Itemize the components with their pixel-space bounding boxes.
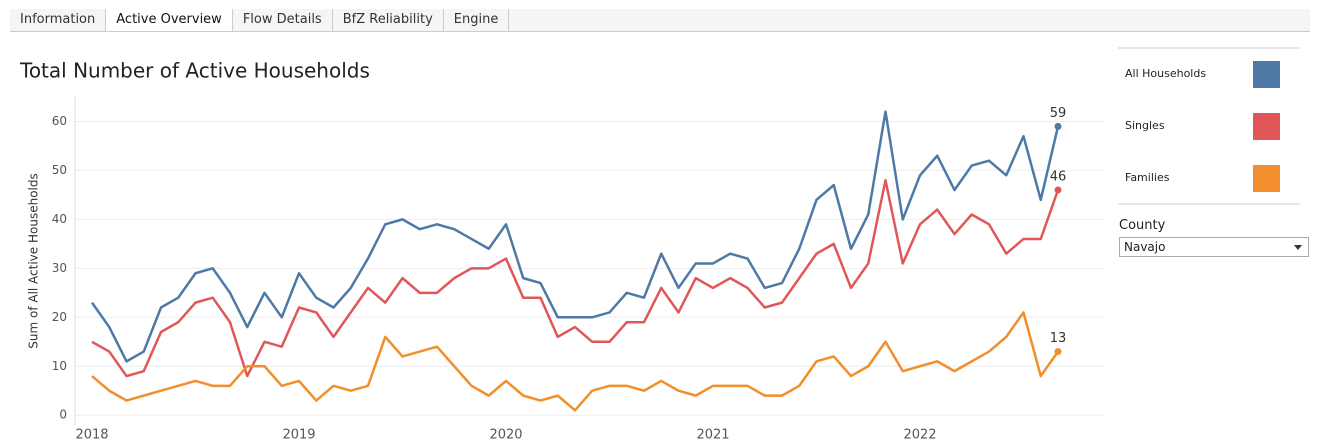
legend-swatch [1253,165,1280,192]
y-tick-label: 40 [52,212,67,226]
county-dropdown[interactable]: Navajo [1119,237,1309,257]
legend-swatch [1253,61,1280,88]
x-tick-label: 2019 [282,428,315,443]
tab-bar: Information Active Overview Flow Details Bf… [10,9,1310,32]
y-tick-label: 10 [52,359,67,373]
chart-title: Total Number of Active Households [19,59,370,83]
legend-label: All Households [1125,67,1206,80]
data-label: 13 [1050,331,1067,346]
tab[interactable]: Information [10,9,107,31]
data-label: 59 [1050,106,1067,121]
x-tick-label: 2022 [903,428,936,443]
tab[interactable]: Flow Details [233,9,333,31]
y-tick-label: 0 [59,408,67,422]
series-line [90,110,1060,363]
y-axis-title: Sum of All Active Households [27,173,41,349]
x-tick-label: 2020 [489,428,522,443]
y-tick-label: 20 [52,310,67,324]
filter-label: County [1119,218,1166,233]
last-point [1054,186,1062,194]
legend-label: Families [1125,171,1170,184]
tab[interactable]: Engine [444,9,510,31]
x-tick-label: 2018 [75,428,108,443]
data-label: 46 [1050,170,1067,185]
y-tick-label: 50 [52,163,67,177]
y-tick-label: 60 [52,114,67,128]
tab[interactable]: BfZ Reliability [333,9,444,31]
tab[interactable]: Active Overview [106,9,233,31]
legend-swatch [1253,113,1280,140]
legend-label: Singles [1125,119,1165,132]
x-tick-label: 2021 [696,428,729,443]
last-point [1054,122,1062,130]
last-point [1054,348,1062,356]
series-line [91,311,1060,412]
series-line [91,178,1060,378]
y-tick-label: 30 [52,261,67,275]
